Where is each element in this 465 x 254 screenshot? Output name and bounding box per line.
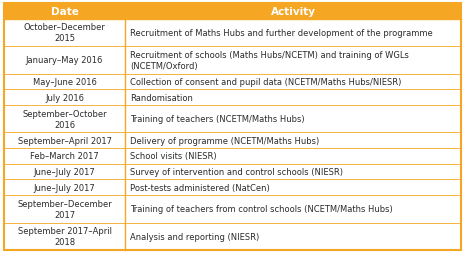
Text: September 2017–April
2018: September 2017–April 2018 [18,226,112,246]
Text: September–April 2017: September–April 2017 [18,136,112,145]
Text: Training of teachers from control schools (NCETM/Maths Hubs): Training of teachers from control school… [130,204,393,214]
Bar [4,149,461,164]
Text: January–May 2016: January–May 2016 [26,56,103,65]
Text: July 2016: July 2016 [45,93,84,102]
Text: School visits (NIESR): School visits (NIESR) [130,152,217,161]
Text: Recruitment of schools (Maths Hubs/NCETM) and training of WGLs
(NCETM/Oxford): Recruitment of schools (Maths Hubs/NCETM… [130,51,409,71]
Text: October–December
2015: October–December 2015 [24,23,106,43]
Text: June–July 2017: June–July 2017 [33,183,95,192]
Text: Analysis and reporting (NIESR): Analysis and reporting (NIESR) [130,232,259,241]
Text: September–October
2016: September–October 2016 [22,109,107,129]
Bar [4,47,461,74]
Bar [4,164,461,180]
Text: Training of teachers (NCETM/Maths Hubs): Training of teachers (NCETM/Maths Hubs) [130,115,305,124]
Bar [4,180,461,195]
Bar [4,4,461,20]
Text: Feb–March 2017: Feb–March 2017 [30,152,99,161]
Text: Collection of consent and pupil data (NCETM/Maths Hubs/NIESR): Collection of consent and pupil data (NC… [130,78,401,87]
Bar [4,90,461,105]
Text: September–December
2017: September–December 2017 [17,199,112,219]
Bar [4,195,461,223]
Bar [4,20,461,47]
Bar [4,74,461,90]
Bar [4,133,461,149]
Text: Recruitment of Maths Hubs and further development of the programme: Recruitment of Maths Hubs and further de… [130,29,433,38]
Text: May–June 2016: May–June 2016 [33,78,97,87]
Text: Randomisation: Randomisation [130,93,193,102]
Text: Survey of intervention and control schools (NIESR): Survey of intervention and control schoo… [130,167,343,176]
Text: Post-tests administered (NatCen): Post-tests administered (NatCen) [130,183,270,192]
Text: Date: Date [51,7,79,17]
Bar [4,105,461,133]
Bar [4,223,461,250]
Text: Activity: Activity [271,7,316,17]
Text: Delivery of programme (NCETM/Maths Hubs): Delivery of programme (NCETM/Maths Hubs) [130,136,319,145]
Text: June–July 2017: June–July 2017 [33,167,95,176]
